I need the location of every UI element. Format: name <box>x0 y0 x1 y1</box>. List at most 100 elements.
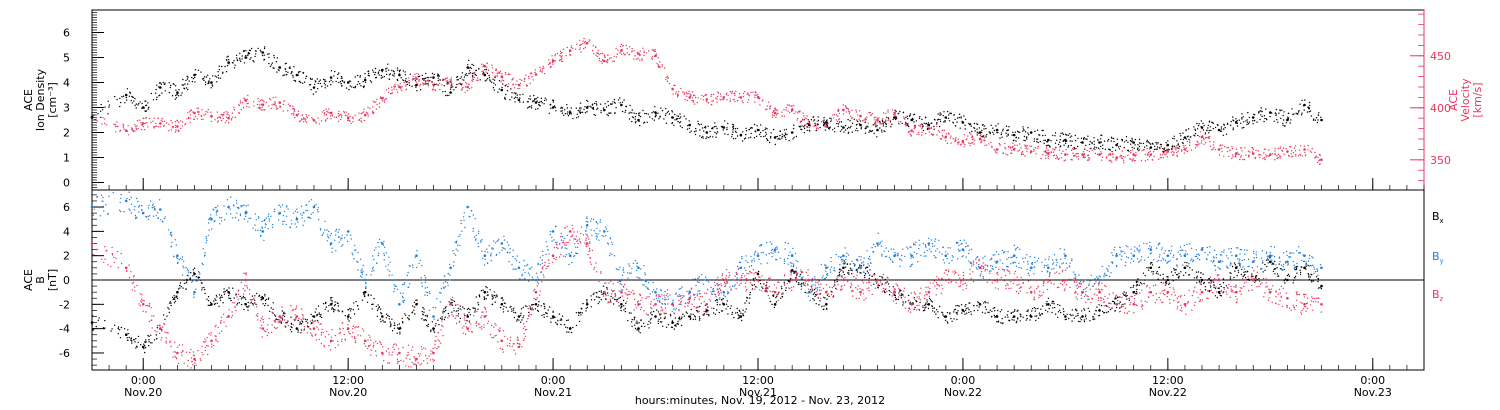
density-series-sample <box>1263 120 1265 123</box>
velocity-series-sample <box>275 108 278 110</box>
velocity-series-sample <box>1018 143 1021 145</box>
series-bx-sample <box>937 311 939 313</box>
density-series-sample <box>881 119 884 122</box>
density-series-sample <box>484 69 486 71</box>
velocity-series-sample <box>1223 155 1225 157</box>
density-series-sample <box>671 110 673 112</box>
density-series-sample <box>247 51 250 54</box>
density-series-sample <box>1101 134 1103 136</box>
density-series-point <box>551 106 555 109</box>
series-bx-sample <box>985 302 987 304</box>
velocity-series-sample <box>135 128 138 131</box>
series-bx-sample <box>586 299 588 301</box>
velocity-series-sample <box>347 113 350 115</box>
density-series-sample <box>785 134 787 136</box>
density-series-sample <box>1025 136 1028 139</box>
velocity-series-sample <box>584 46 587 49</box>
series-bx-sample <box>1122 303 1124 306</box>
series-bx-sample <box>491 303 494 306</box>
density-series-sample <box>964 128 966 130</box>
velocity-series-sample <box>105 124 108 126</box>
velocity-series-sample <box>502 80 505 82</box>
velocity-series-sample <box>1290 153 1293 155</box>
velocity-series-sample <box>485 71 487 73</box>
series-bx-sample <box>353 313 356 315</box>
series-bx-sample <box>1012 311 1014 313</box>
series-bx-sample <box>148 345 150 347</box>
velocity-series-sample <box>482 64 485 66</box>
density-series-sample <box>631 112 633 114</box>
density-series-sample <box>829 126 831 128</box>
velocity-series-sample <box>983 137 986 139</box>
series-bx-sample <box>749 294 751 296</box>
velocity-series-sample <box>1258 153 1261 156</box>
series-bx-sample <box>733 316 735 319</box>
density-series-sample <box>1043 139 1045 142</box>
density-series-sample <box>876 136 878 138</box>
velocity-series-sample <box>628 53 631 56</box>
velocity-series-sample <box>1144 160 1147 162</box>
velocity-series-sample <box>769 106 771 108</box>
density-series-sample <box>946 110 949 113</box>
velocity-series-sample <box>746 93 748 96</box>
density-series-point <box>1115 143 1118 147</box>
velocity-series-sample <box>1014 144 1016 146</box>
series-bx-sample <box>752 278 755 280</box>
series-bx-sample <box>391 330 394 332</box>
series-bx-sample <box>400 327 402 330</box>
series-bx-sample <box>1083 309 1086 311</box>
density-series-sample <box>964 124 966 127</box>
series-bx-sample <box>776 295 778 297</box>
velocity-series-sample <box>1035 153 1037 155</box>
series-bx-sample <box>462 306 464 308</box>
density-series-sample <box>1074 134 1077 137</box>
velocity-series-sample <box>482 70 484 73</box>
y-tick-label: 2 <box>63 127 70 140</box>
density-series-sample <box>1295 112 1297 115</box>
series-bx-sample <box>1049 304 1052 307</box>
velocity-series-sample <box>347 115 349 118</box>
series-bx-sample <box>387 314 389 317</box>
density-series-point <box>210 81 213 84</box>
density-series-sample <box>933 128 935 130</box>
velocity-series-sample <box>378 106 381 108</box>
velocity-series-sample <box>349 120 351 122</box>
density-series-sample <box>1240 122 1242 125</box>
density-series-sample <box>1172 137 1174 140</box>
density-series-sample <box>538 101 540 104</box>
density-series-sample <box>629 104 631 107</box>
series-bx-sample <box>927 307 930 310</box>
velocity-series-sample <box>387 91 390 94</box>
density-series-point <box>1132 141 1135 144</box>
velocity-series-sample <box>1045 154 1047 157</box>
density-series-sample <box>339 81 342 83</box>
series-bx-sample <box>389 325 392 328</box>
velocity-series-sample <box>491 71 494 74</box>
velocity-series-sample <box>682 91 684 93</box>
density-series-sample <box>293 66 295 68</box>
series-bx-sample <box>619 296 622 299</box>
density-series-sample <box>386 67 388 69</box>
velocity-series-sample <box>552 58 554 60</box>
velocity-series-sample <box>530 72 532 74</box>
density-series-sample <box>1298 110 1300 112</box>
velocity-series-sample <box>258 108 261 110</box>
velocity-series-sample <box>1304 151 1306 154</box>
series-bx-sample <box>886 281 888 283</box>
density-series-sample <box>445 94 447 97</box>
density-series-point <box>756 128 760 132</box>
series-bx-sample <box>640 319 642 322</box>
density-series-sample <box>430 76 432 79</box>
density-series-sample <box>128 95 131 98</box>
velocity-series-sample <box>687 92 689 95</box>
density-series-sample <box>1236 122 1238 125</box>
series-bx-sample <box>451 302 453 304</box>
velocity-series-sample <box>95 117 97 119</box>
series-bx-sample <box>1084 315 1087 318</box>
velocity-series-sample <box>665 76 667 79</box>
density-series-sample <box>428 76 430 79</box>
velocity-series-sample <box>969 142 971 145</box>
velocity-series-sample <box>995 151 997 153</box>
velocity-series-sample <box>879 123 881 125</box>
density-series-sample <box>1023 135 1026 138</box>
